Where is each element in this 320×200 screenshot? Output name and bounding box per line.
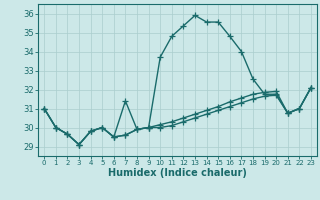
X-axis label: Humidex (Indice chaleur): Humidex (Indice chaleur): [108, 168, 247, 178]
